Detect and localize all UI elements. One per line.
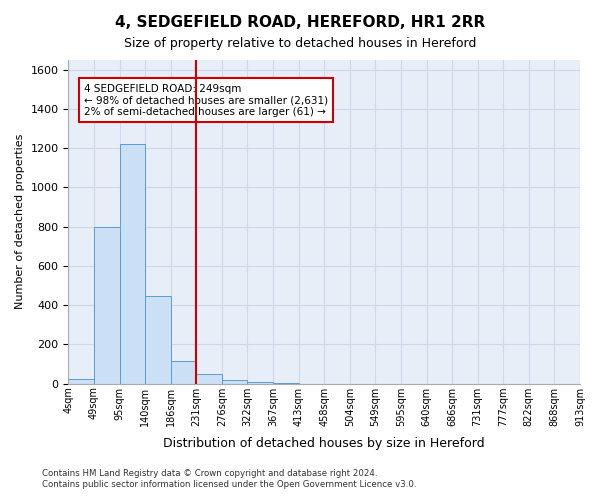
Bar (196, 374, 222, 384)
Bar (273, 382, 299, 384)
Y-axis label: Number of detached properties: Number of detached properties (15, 134, 25, 310)
Bar (94, 226, 119, 384)
Text: 4 SEDGEFIELD ROAD: 249sqm
← 98% of detached houses are smaller (2,631)
2% of sem: 4 SEDGEFIELD ROAD: 249sqm ← 98% of detac… (84, 84, 328, 116)
Text: Size of property relative to detached houses in Hereford: Size of property relative to detached ho… (124, 38, 476, 51)
Text: Contains public sector information licensed under the Open Government Licence v3: Contains public sector information licen… (42, 480, 416, 489)
Bar (222, 380, 247, 384)
Bar (247, 382, 273, 384)
Bar (171, 361, 196, 384)
X-axis label: Distribution of detached houses by size in Hereford: Distribution of detached houses by size … (163, 437, 485, 450)
Text: 4, SEDGEFIELD ROAD, HEREFORD, HR1 2RR: 4, SEDGEFIELD ROAD, HEREFORD, HR1 2RR (115, 15, 485, 30)
Bar (68, 378, 94, 384)
Bar (145, 296, 171, 384)
Bar (119, 144, 145, 384)
Text: Contains HM Land Registry data © Crown copyright and database right 2024.: Contains HM Land Registry data © Crown c… (42, 468, 377, 477)
